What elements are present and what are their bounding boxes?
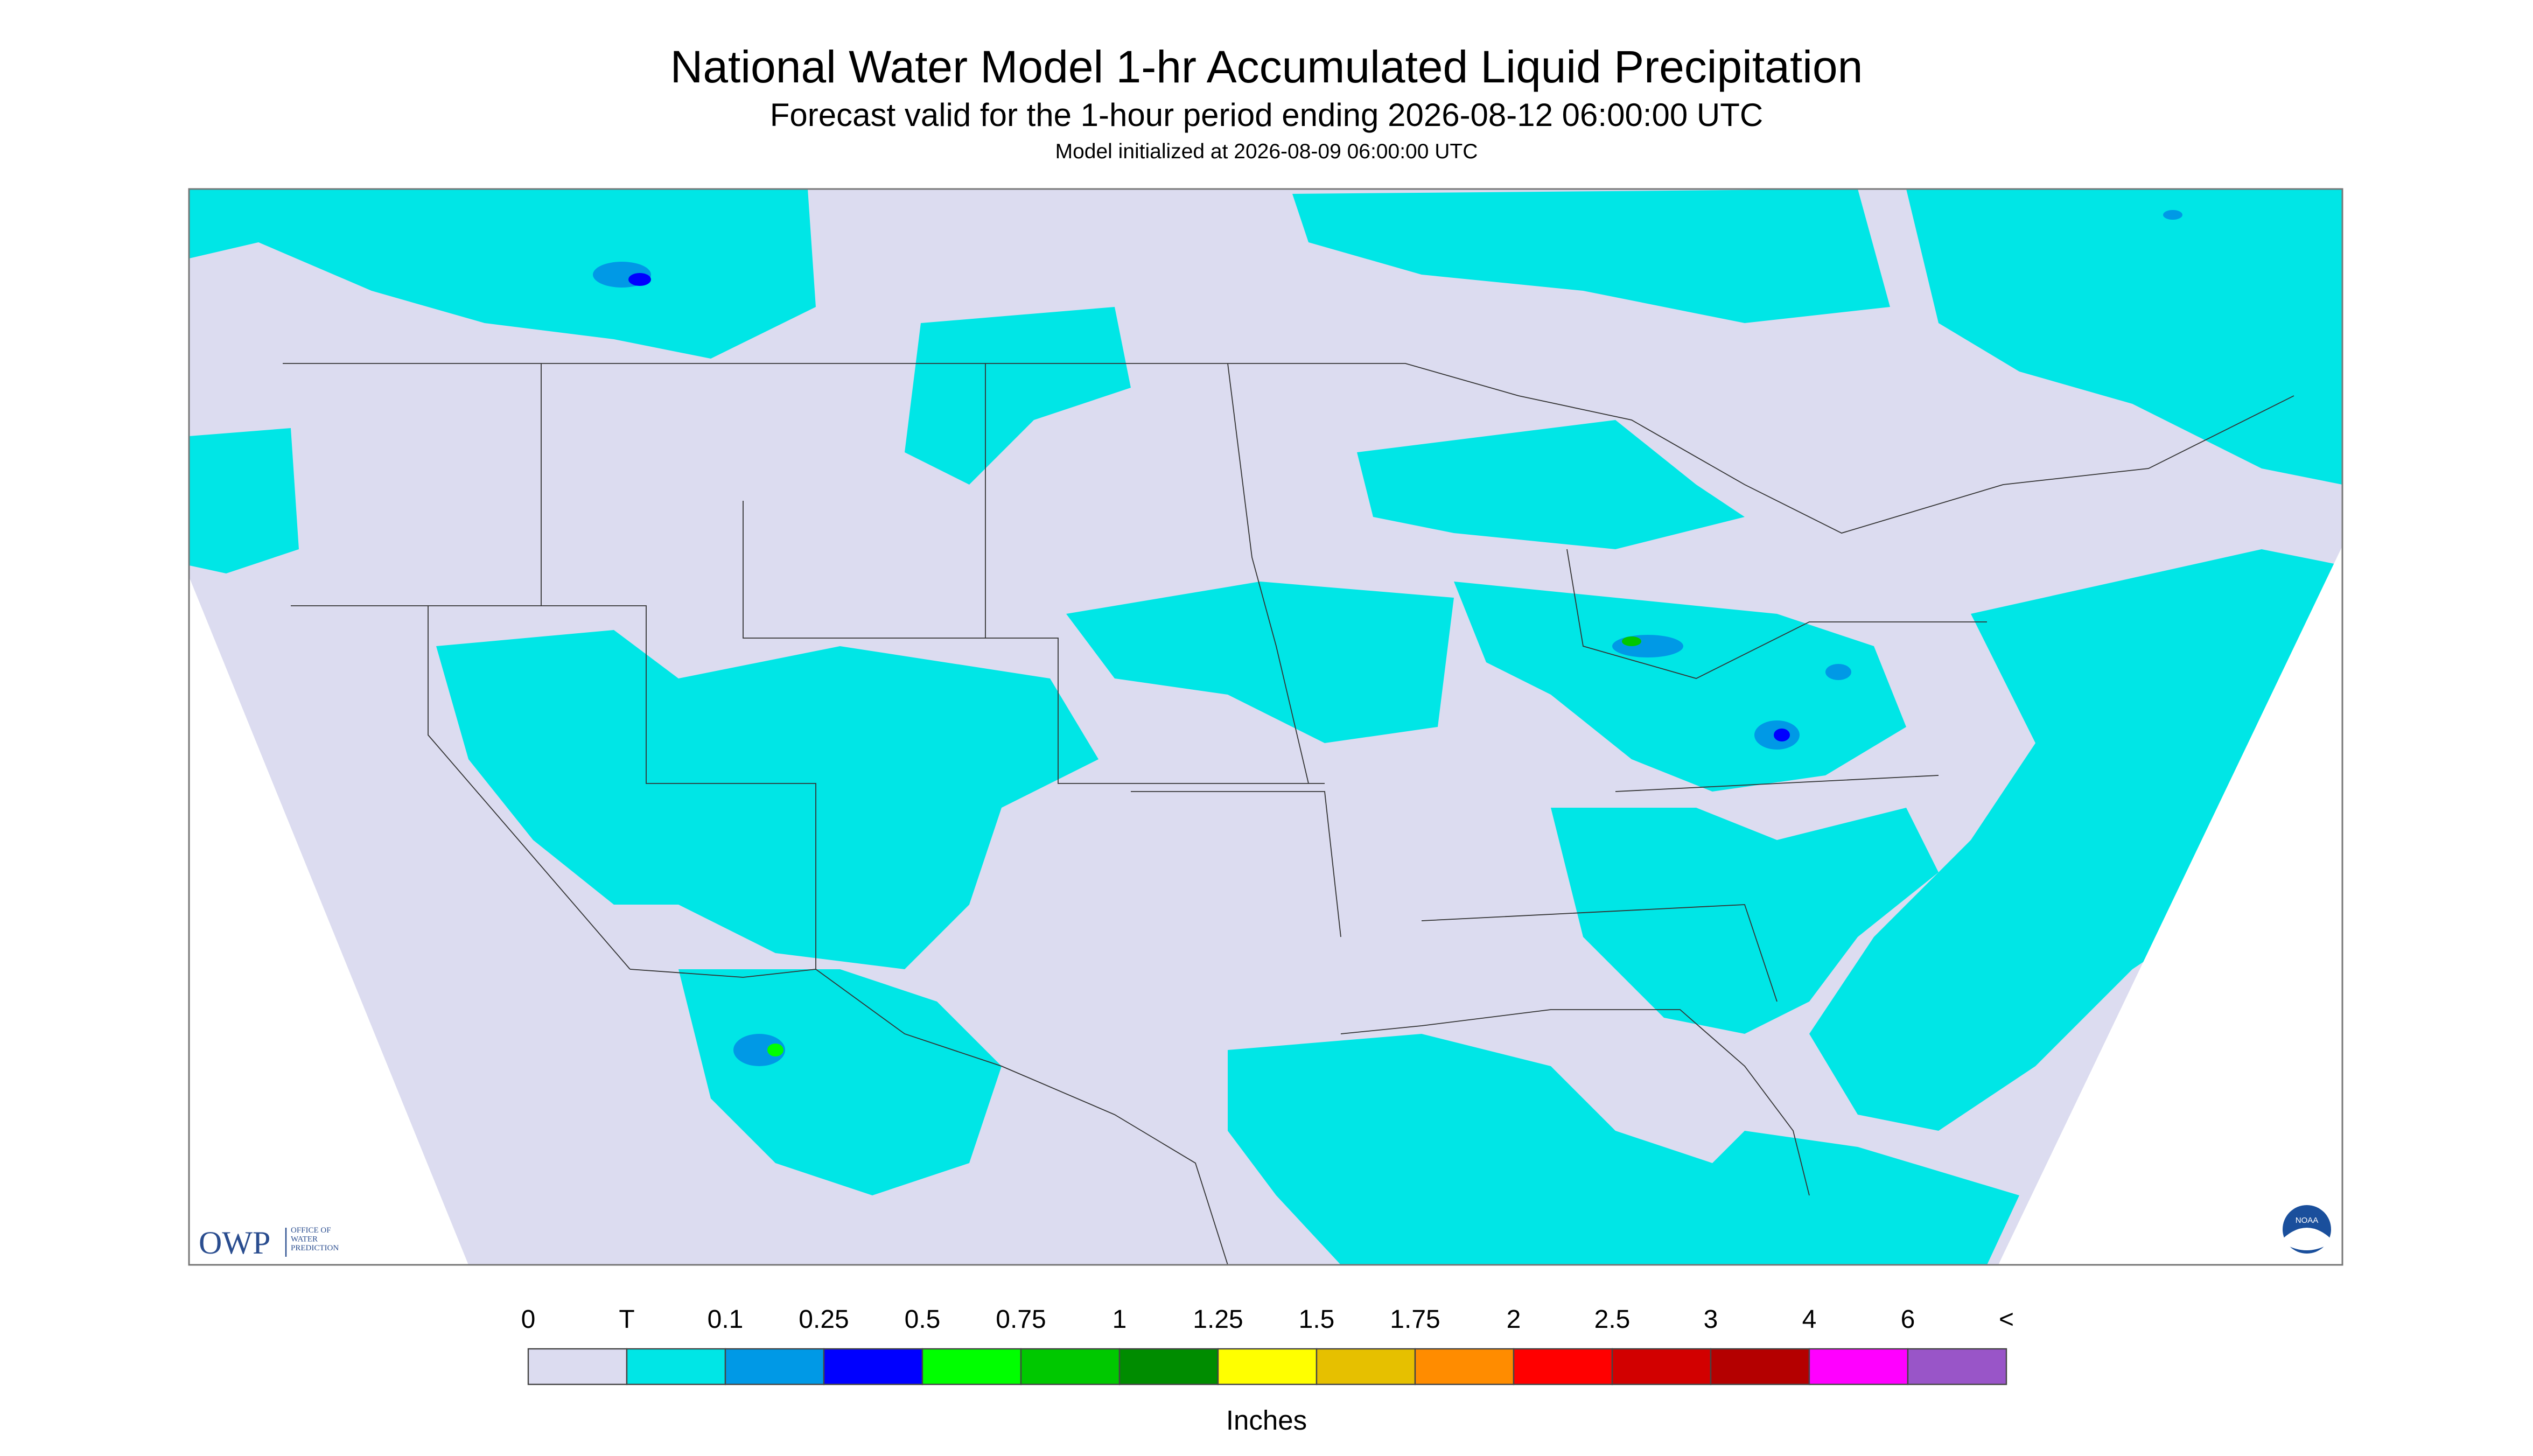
legend-label: 0.75 — [996, 1305, 1046, 1334]
owp-logo: OWP — [199, 1225, 270, 1261]
legend-swatch — [1710, 1348, 1810, 1385]
legend-swatch — [1118, 1348, 1219, 1385]
legend-label: 1.75 — [1390, 1305, 1440, 1334]
legend-label: 0.25 — [799, 1305, 849, 1334]
legend-label: T — [619, 1305, 634, 1334]
legend-label: 4 — [1802, 1305, 1817, 1334]
subtitle: Forecast valid for the 1-hour period end… — [770, 97, 1763, 133]
precip-heavier — [593, 210, 2182, 1067]
legend-swatch — [1907, 1348, 2007, 1385]
map-frame — [188, 188, 2343, 1266]
owp-name-line: PREDICTION — [291, 1244, 339, 1252]
legend-swatch — [1020, 1348, 1121, 1385]
legend-label: 6 — [1901, 1305, 1915, 1334]
legend-label: 0 — [521, 1305, 536, 1334]
legend-unit: Inches — [1226, 1405, 1307, 1436]
legend-label: 0.5 — [905, 1305, 941, 1334]
legend-label: 2 — [1507, 1305, 1521, 1334]
precip-trace — [189, 189, 2342, 1265]
legend-swatch — [527, 1348, 628, 1385]
legend-swatch — [724, 1348, 825, 1385]
legend-label: 3 — [1704, 1305, 1718, 1334]
legend-swatch — [626, 1348, 726, 1385]
legend-swatch — [1808, 1348, 1909, 1385]
legend-label: 1 — [1112, 1305, 1127, 1334]
legend-swatch — [921, 1348, 1022, 1385]
legend-label: < — [1999, 1305, 2014, 1334]
title: National Water Model 1-hr Accumulated Li… — [670, 41, 1863, 92]
init-time: Model initialized at 2026-08-09 06:00:00… — [1055, 140, 1478, 163]
legend: 0 T 0.1 0.25 0.5 0.75 1 1.25 1.5 1.75 2 2.5 3 4 6 < — [521, 1305, 2014, 1385]
legend-swatch — [823, 1348, 923, 1385]
noaa-logo-wave — [2284, 1228, 2329, 1251]
boundaries — [283, 363, 2294, 1265]
noaa-logo-text: NOAA — [2296, 1216, 2319, 1225]
outside-domain — [189, 546, 2342, 1265]
legend-label: 1.5 — [1299, 1305, 1335, 1334]
legend-swatch — [1316, 1348, 1416, 1385]
legend-swatch — [1414, 1348, 1515, 1385]
legend-swatch — [1513, 1348, 1613, 1385]
legend-label: 0.1 — [708, 1305, 744, 1334]
legend-swatch — [1611, 1348, 1712, 1385]
legend-label: 2.5 — [1594, 1305, 1631, 1334]
legend-label: 1.25 — [1193, 1305, 1243, 1334]
legend-swatch — [1217, 1348, 1318, 1385]
owp-name-line: OFFICE OF — [291, 1226, 331, 1235]
owp-name-line: WATER — [291, 1235, 318, 1244]
